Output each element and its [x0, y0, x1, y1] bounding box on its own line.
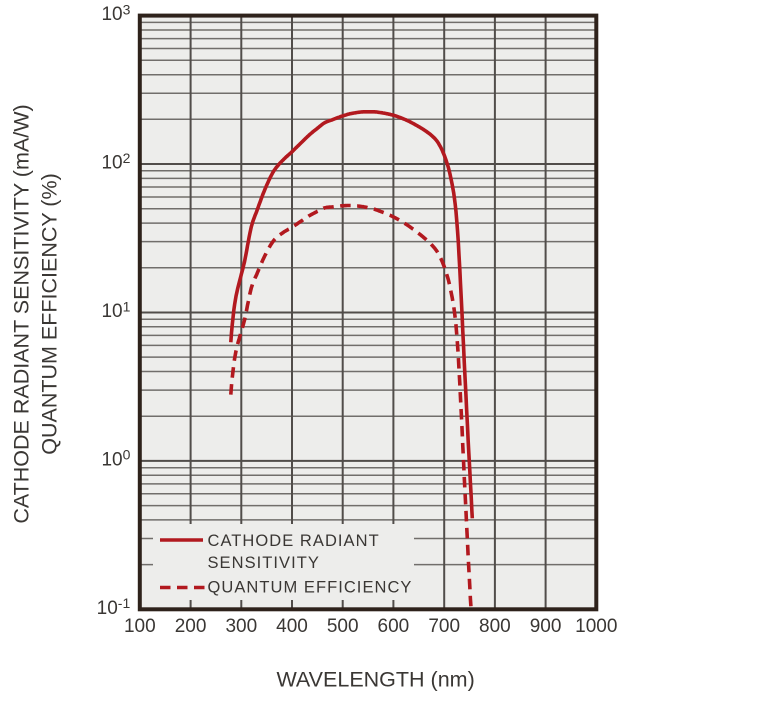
svg-text:700: 700 — [428, 616, 460, 637]
svg-text:400: 400 — [276, 616, 308, 637]
svg-text:QUANTUM EFFICIENCY: QUANTUM EFFICIENCY — [208, 579, 413, 597]
svg-text:2: 2 — [123, 150, 131, 166]
svg-text:SENSITIVITY: SENSITIVITY — [208, 554, 320, 572]
svg-text:1000: 1000 — [575, 616, 617, 637]
svg-text:WAVELENGTH (nm): WAVELENGTH (nm) — [276, 668, 474, 692]
svg-text:10: 10 — [101, 4, 122, 25]
svg-text:10: 10 — [101, 153, 122, 174]
svg-text:300: 300 — [225, 616, 257, 637]
svg-text:3: 3 — [123, 1, 131, 17]
svg-text:1: 1 — [123, 298, 131, 314]
svg-text:600: 600 — [378, 616, 410, 637]
svg-text:-1: -1 — [118, 595, 131, 611]
svg-text:CATHODE RADIANT: CATHODE RADIANT — [208, 532, 380, 550]
svg-text:900: 900 — [530, 616, 562, 637]
svg-text:10: 10 — [97, 598, 118, 619]
svg-text:QUANTUM EFFICIENCY (%): QUANTUM EFFICIENCY (%) — [38, 173, 62, 455]
svg-text:200: 200 — [175, 616, 207, 637]
svg-text:10: 10 — [101, 450, 122, 471]
svg-text:800: 800 — [479, 616, 511, 637]
svg-text:CATHODE RADIANT SENSITIVITY (m: CATHODE RADIANT SENSITIVITY (mA/W) — [10, 104, 34, 523]
svg-text:500: 500 — [327, 616, 359, 637]
svg-text:100: 100 — [124, 616, 156, 637]
svg-text:10: 10 — [101, 301, 122, 322]
svg-text:0: 0 — [123, 447, 131, 463]
